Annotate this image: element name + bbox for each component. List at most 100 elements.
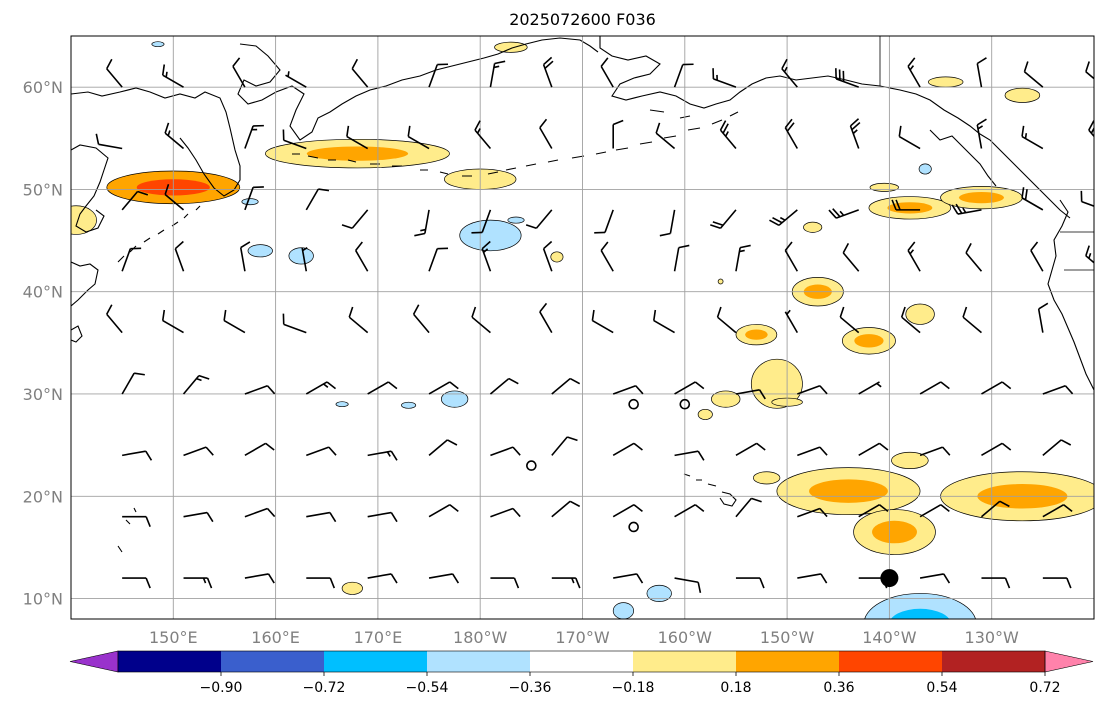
wind-barb-0-12 [835, 68, 859, 88]
lon-label-1: 160°E [251, 628, 300, 647]
map-frame [70, 35, 1095, 620]
wind-barb-0-8 [600, 57, 614, 88]
latitude-labels: 10°N 20°N 30°N 40°N 50°N 60°N [23, 78, 63, 608]
wind-barb-1-1 [164, 122, 185, 150]
neg-anomaly-core-7 [890, 608, 950, 619]
wind-barb-3-13 [907, 241, 921, 272]
colorbar-swatch-3 [427, 651, 531, 672]
colorbar-swatch-4 [530, 651, 634, 672]
wind-barb-7-12 [858, 504, 889, 518]
wind-barb-1-13 [898, 125, 921, 150]
calm-circle-2 [526, 460, 537, 471]
neg-anomaly-region-6 [612, 602, 634, 619]
wind-barb-5-12 [858, 381, 882, 395]
wind-barb-4-6 [471, 306, 491, 334]
colorbar-swatch-0 [118, 651, 222, 672]
wind-barb-5-2 [244, 385, 276, 395]
marshall-islands [117, 507, 137, 553]
wind-barb-5-9 [674, 381, 705, 395]
wind-barb-8-6 [490, 577, 520, 589]
lon-label-2: 170°E [354, 628, 403, 647]
wind-barb-7-8 [612, 504, 643, 518]
wind-barb-3-0 [121, 247, 142, 272]
wind-barb-2-3 [305, 188, 330, 211]
pos-anomaly-region-24 [803, 221, 823, 233]
gridlines [71, 36, 1094, 619]
wind-barb-8-4 [367, 573, 398, 584]
wind-barb-4-7 [539, 302, 553, 334]
wind-barb-3-16 [1085, 245, 1094, 272]
wind-barb-5-10 [735, 389, 766, 400]
wind-barb-3-12 [842, 242, 860, 272]
wind-barb-4-0 [106, 304, 123, 334]
wind-barb-8-3 [306, 577, 336, 589]
wind-barb-5-14 [981, 381, 1012, 395]
wind-barb-1-10 [719, 120, 737, 150]
wind-barb-3-4 [354, 241, 369, 272]
wind-barb-1-7 [539, 118, 553, 149]
lon-label-5: 160°W [658, 628, 713, 647]
wind-barb-7-2 [244, 507, 276, 518]
pos-anomaly-region-18 [494, 41, 528, 53]
pos-anomaly-region-7 [905, 303, 935, 325]
wind-barb-6-9 [674, 450, 705, 461]
pos-anomaly-core-12 [809, 479, 888, 503]
wind-barb-2-7 [525, 209, 553, 230]
lon-label-6: 150°W [760, 628, 815, 647]
wind-barb-4-10 [716, 306, 737, 334]
wind-barb-7-15 [1042, 504, 1073, 518]
pos-anomaly-region-25 [697, 408, 713, 420]
wind-barb-1-0 [95, 133, 123, 150]
wind-barb-0-9 [673, 63, 694, 88]
wind-barb-6-0 [122, 450, 153, 461]
longitude-labels: 150°E 160°E 170°E 180°W 170°W 160°W 150°W 140°W… [149, 628, 1019, 647]
kuril-islands [117, 205, 201, 263]
wind-barb-8-5 [428, 573, 460, 584]
wind-barb-2-11 [769, 209, 798, 227]
lon-label-4: 170°W [555, 628, 610, 647]
wind-barb-6-10 [735, 442, 766, 457]
wind-barb-7-10 [735, 497, 762, 518]
wind-barb-1-12 [849, 118, 861, 149]
wind-barb-6-4 [367, 450, 398, 461]
pos-anomaly-region-20 [1004, 87, 1041, 103]
wind-barb-3-5 [428, 247, 449, 272]
neg-anomaly-region-5 [646, 584, 672, 602]
coastline-asia [71, 144, 109, 343]
wind-barb-4-4 [348, 306, 369, 334]
pos-anomaly-core-2 [306, 146, 409, 161]
wind-barb-8-9 [674, 577, 702, 593]
coastline-kamchatka [71, 87, 241, 197]
wind-barb-0-7 [542, 56, 554, 88]
wind-barb-0-1 [161, 64, 184, 88]
wind-barb-0-6 [489, 60, 506, 88]
lat-label-5: 60°N [23, 78, 63, 97]
wind-barb-4-2 [223, 309, 246, 334]
wind-barb-4-8 [591, 309, 614, 334]
pos-anomaly-region-19 [927, 76, 964, 88]
wind-barb-0-16 [1085, 61, 1094, 88]
wind-barb-2-13 [891, 199, 921, 211]
wind-barb-4-1 [161, 309, 184, 334]
colorbar-tick-label-7: 0.54 [926, 680, 957, 696]
wind-barb-5-8 [612, 385, 644, 395]
neg-anomaly-region-7 [864, 593, 976, 619]
storm-marker [880, 569, 899, 588]
neg-anomaly-region-1 [151, 41, 165, 48]
coastline-siberia [237, 43, 485, 141]
wind-barb-5-0 [121, 372, 145, 395]
wind-barb-7-6 [490, 507, 521, 518]
storm-center-marker [880, 569, 899, 588]
colorbar-tick-label-3: −0.36 [509, 680, 552, 696]
wind-barb-0-13 [907, 57, 921, 88]
wind-barb-5-7 [551, 377, 581, 395]
wind-barb-2-10 [710, 209, 737, 230]
wind-barb-6-3 [306, 446, 337, 457]
wind-barb-3-2 [239, 241, 251, 272]
wind-barb-3-14 [965, 242, 983, 272]
wind-barb-4-13 [900, 306, 921, 334]
wind-barb-8-0 [122, 577, 151, 589]
pos-anomaly-core-11 [958, 191, 1004, 204]
wind-barb-5-11 [797, 385, 828, 395]
lat-label-2: 30°N [23, 385, 63, 404]
